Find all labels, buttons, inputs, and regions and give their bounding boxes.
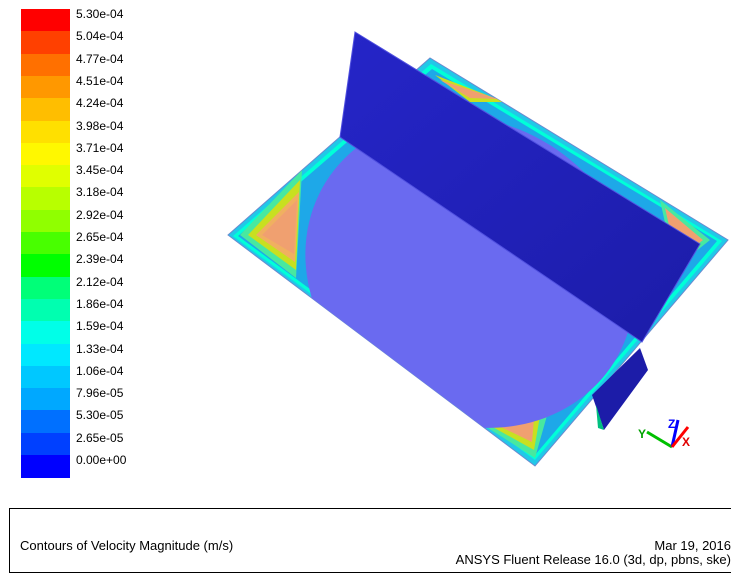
legend-label: 1.33e-04	[76, 341, 124, 356]
legend-label: 5.30e-04	[76, 7, 124, 21]
legend-label: 1.86e-04	[76, 296, 124, 311]
legend-label: 3.98e-04	[76, 118, 124, 133]
color-legend: 5.30e-04 5.04e-04 4.77e-04 4.51e-04 4.24e-04…	[0, 0, 200, 495]
legend-label: 7.96e-05	[76, 386, 124, 401]
legend-label: 3.71e-04	[76, 140, 124, 155]
legend-label: 2.39e-04	[76, 252, 124, 267]
legend-label: 2.12e-04	[76, 274, 124, 289]
legend-swatch	[21, 53, 70, 77]
legend-swatch	[21, 232, 70, 255]
title-block: Contours of Velocity Magnitude (m/s) Mar…	[9, 508, 731, 573]
legend-swatch	[21, 187, 70, 211]
contour-scene: Y Z X	[227, 31, 729, 467]
legend-label: 5.04e-04	[76, 29, 124, 44]
axis-triad: Y Z X	[638, 417, 690, 449]
legend-label: 2.65e-04	[76, 230, 124, 244]
horizontal-plate	[227, 57, 729, 467]
legend-label: 4.51e-04	[76, 73, 124, 88]
legend-label: 3.18e-04	[76, 185, 124, 200]
legend-swatch	[21, 142, 70, 166]
legend-swatch	[21, 343, 70, 367]
release-label: ANSYS Fluent Release 16.0 (3d, dp, pbns,…	[455, 552, 731, 567]
x-axis-label: X	[682, 435, 690, 449]
legend-label: 3.45e-04	[76, 163, 124, 178]
legend-swatch	[21, 209, 70, 233]
legend-swatch	[21, 120, 70, 144]
plot-title: Contours of Velocity Magnitude (m/s)	[20, 538, 234, 553]
legend-label: 2.92e-04	[76, 207, 124, 222]
legend-swatch	[21, 75, 70, 99]
legend-swatch	[21, 321, 70, 345]
legend-label: 1.59e-04	[76, 319, 124, 334]
legend-swatch	[21, 165, 70, 189]
y-axis-label: Y	[638, 427, 646, 441]
date-label: Mar 19, 2016	[654, 538, 731, 553]
legend-swatch	[21, 432, 70, 456]
legend-swatch	[21, 9, 70, 32]
legend-swatch	[21, 365, 70, 389]
legend-label: 1.06e-04	[76, 363, 124, 378]
vertical-plate	[339, 31, 701, 343]
legend-swatch	[21, 298, 70, 322]
legend-swatch	[21, 98, 70, 122]
graphics-viewport[interactable]: 5.30e-04 5.04e-04 4.77e-04 4.51e-04 4.24e-04…	[0, 0, 731, 500]
legend-label: 4.24e-04	[76, 96, 124, 111]
legend-label: 5.30e-05	[76, 408, 124, 423]
legend-label: 0.00e+00	[76, 453, 127, 467]
z-axis-label: Z	[668, 417, 675, 431]
legend-swatch	[21, 31, 70, 55]
legend-swatch	[21, 455, 70, 478]
legend-label: 4.77e-04	[76, 51, 124, 66]
legend-swatch	[21, 254, 70, 278]
legend-label: 2.65e-05	[76, 430, 124, 445]
vertical-plate-lower-edge	[592, 348, 648, 430]
legend-swatch	[21, 276, 70, 300]
legend-swatch	[21, 388, 70, 412]
legend-swatch	[21, 410, 70, 434]
